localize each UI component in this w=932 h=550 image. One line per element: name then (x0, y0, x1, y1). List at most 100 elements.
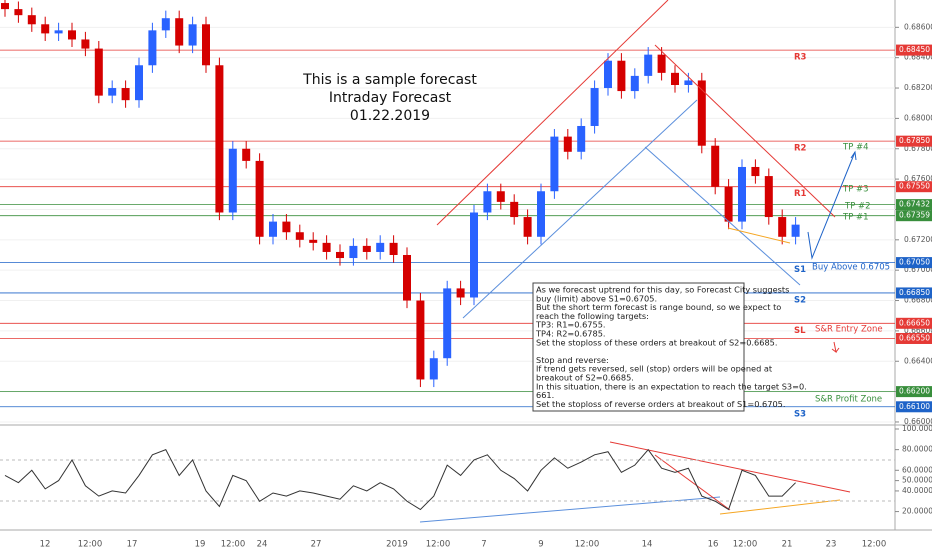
annotation: TP #2 (844, 202, 871, 212)
level-price-label: 0.67432 (899, 200, 930, 209)
down-arrow (831, 341, 840, 354)
x-tick-label: 12:00 (78, 540, 103, 550)
candle-body (751, 166, 760, 177)
info-line: 661. (536, 390, 554, 400)
info-line: Set the stoploss of reverse orders at br… (536, 399, 786, 409)
y-tick-label: 0.66600 (904, 326, 932, 335)
y-tick-label: 0.68000 (904, 113, 932, 122)
level-price-box (896, 317, 932, 329)
candle-body (27, 15, 36, 25)
level-price-box (896, 257, 932, 269)
candle-body (349, 245, 358, 259)
candle-body (711, 145, 720, 187)
candle-body (416, 300, 425, 380)
forecast-arrow (807, 151, 856, 260)
level-price-box (896, 332, 932, 344)
info-line: As we forecast uptrend for this day, so … (536, 285, 789, 295)
y-tick-label: 0.67600 (904, 174, 932, 183)
channel-lower (462, 99, 698, 319)
candle-body (496, 191, 505, 202)
y-tick-label: 0.67800 (904, 144, 932, 153)
annotation: TP #1 (842, 213, 869, 223)
candle-body (255, 160, 264, 237)
level-price-box (896, 44, 932, 56)
info-box (532, 282, 745, 412)
y-tick-label: 0.68200 (904, 83, 932, 92)
y-tick-label: 0.66800 (904, 296, 932, 305)
x-tick-label: 16 (708, 540, 719, 550)
title-line: Intraday Forecast (329, 90, 452, 106)
y-tick-label: 0.67000 (904, 265, 932, 274)
level-price-label: 0.66100 (899, 402, 930, 411)
candle-body (269, 221, 277, 237)
candle-body (41, 24, 50, 34)
candle-body (617, 60, 626, 92)
x-tick-label: 7 (481, 540, 486, 550)
level-price-label: 0.66850 (899, 288, 930, 297)
candle-body (604, 60, 612, 89)
candle-body (778, 217, 787, 237)
rsi-tick-label: 20.0000 (902, 507, 932, 516)
x-tick-label: 24 (257, 540, 268, 550)
candle-body (161, 18, 170, 31)
level-price-box (896, 287, 932, 299)
candle-body (175, 18, 184, 46)
candle-body (577, 125, 586, 152)
info-line: Set the stoploss of these orders at brea… (536, 337, 777, 347)
candle-body (590, 88, 599, 126)
info-line: TP4: R2=0.6785. (535, 329, 606, 339)
candle-body (376, 242, 385, 252)
level-tag: R2 (794, 144, 807, 154)
rsi-line-orange (719, 499, 841, 515)
rsi-line-blue (419, 496, 721, 523)
x-tick-label: 12:00 (575, 540, 600, 550)
y-tick-label: 0.68600 (904, 22, 932, 31)
candle-body (657, 54, 666, 73)
x-tick-label: 12:00 (862, 540, 887, 550)
rsi-line-red (609, 441, 851, 493)
candle-body (228, 148, 237, 213)
candle-body (108, 88, 117, 96)
candle-body (295, 232, 304, 240)
x-tick-label: 17 (127, 540, 138, 550)
rsi-tick-label: 80.0000 (902, 445, 932, 454)
level-price-label: 0.67359 (899, 211, 930, 220)
candle-body (94, 48, 103, 96)
candle-body (14, 9, 23, 16)
rsi-line-red-2 (654, 454, 731, 511)
level-tag: S2 (794, 295, 806, 305)
candle-body (242, 148, 251, 161)
x-tick-label: 12:00 (733, 540, 758, 550)
rsi-tick-label: 60.0000 (902, 465, 932, 474)
x-tick-label: 9 (538, 540, 543, 550)
x-tick-label: 14 (642, 540, 653, 550)
candle-body (510, 201, 519, 218)
level-price-box (896, 210, 932, 222)
candle-body (403, 255, 411, 301)
candle-body (322, 242, 331, 252)
y-tick-label: 0.67200 (904, 235, 932, 244)
candle-body (188, 24, 197, 46)
candle-body (135, 65, 143, 101)
level-price-label: 0.66650 (899, 318, 930, 327)
level-tag: S3 (794, 409, 806, 419)
level-price-box (896, 401, 932, 413)
title-line: This is a sample forecast (302, 72, 477, 88)
candle-body (537, 191, 545, 237)
annotation: TP #3 (842, 185, 869, 195)
rsi-tick-label: 50.0000 (902, 476, 932, 485)
candle-body (644, 54, 653, 76)
candle-body (764, 176, 773, 218)
info-line: If trend gets reversed, sell (stop) orde… (536, 364, 773, 374)
candle-body (738, 166, 746, 222)
arrow-head (850, 150, 857, 161)
level-price-box (896, 386, 932, 398)
candle-body (443, 288, 452, 359)
trend-lines (0, 0, 895, 523)
info-line: reach the following targets: (536, 311, 649, 321)
candle-body (671, 72, 679, 85)
channel-upper (436, 0, 669, 226)
info-line: TP3: R1=0.6755. (535, 320, 606, 330)
candle-body (791, 224, 800, 237)
